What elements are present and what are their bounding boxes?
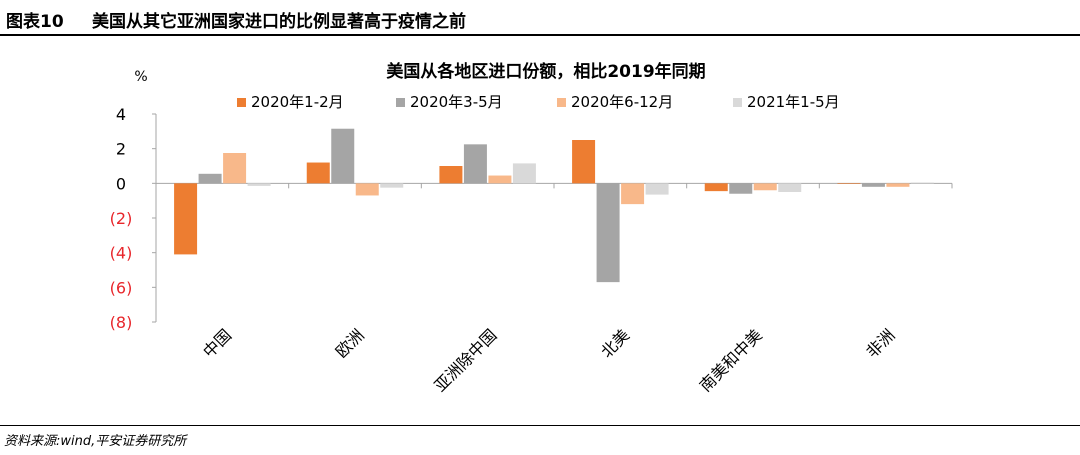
bar [837,183,861,184]
y-axis-unit: % [134,69,147,85]
legend-swatch [557,98,566,107]
y-tick-label: (4) [110,244,133,263]
bar [174,183,198,255]
bar [355,183,379,196]
bar [223,153,247,184]
bar [729,183,753,194]
y-tick-label: (8) [110,313,133,332]
footer-divider [0,425,1080,426]
bar [753,183,777,191]
chart-title: 美国从各地区进口份额，相比2019年同期 [386,61,705,82]
bar-chart: 美国从各地区进口份额，相比2019年同期% 2020年1-2月 2020年3-5月 2… [110,61,953,395]
bar [306,162,330,184]
figure-label: 图表10 [6,12,64,32]
bar [439,166,463,184]
legend-swatch [733,98,742,107]
legend-label: 2021年1-5月 [747,93,840,111]
figure-header: 图表10 美国从其它亚洲国家进口的比例显著高于疫情之前 [0,0,1080,36]
x-category-label: 北美 [597,325,633,361]
bar [621,183,645,205]
y-tick-label: (2) [110,209,133,228]
source-note: 资料来源:wind,平安证券研究所 [4,434,187,449]
bar [463,144,487,184]
x-category-label: 非洲 [862,325,898,361]
legend-label: 2020年1-2月 [251,93,344,111]
bar [380,183,404,188]
figure-title: 美国从其它亚洲国家进口的比例显著高于疫情之前 [92,12,466,32]
legend-swatch [237,98,246,107]
bar [331,128,355,184]
bar [488,175,512,184]
legend-label: 2020年6-12月 [571,93,673,111]
legend-label: 2020年3-5月 [410,93,503,111]
y-tick-label: 0 [116,174,126,193]
x-category-label: 南美和中美 [696,325,766,395]
bar [704,183,728,192]
bar [778,183,802,192]
y-tick-label: (6) [110,278,133,297]
bar [512,163,536,184]
y-tick-label: 2 [116,140,126,159]
bar [596,183,620,283]
bar [910,182,934,184]
bar [886,183,910,187]
bar [645,183,669,195]
legend-swatch [396,98,405,107]
x-category-label: 亚洲除中国 [430,325,500,395]
x-category-label: 中国 [199,325,235,361]
bar [247,183,271,186]
x-category-label: 欧洲 [332,325,368,361]
bar [572,140,596,184]
bar [861,183,885,187]
bar [198,173,222,184]
y-tick-label: 4 [116,105,126,124]
